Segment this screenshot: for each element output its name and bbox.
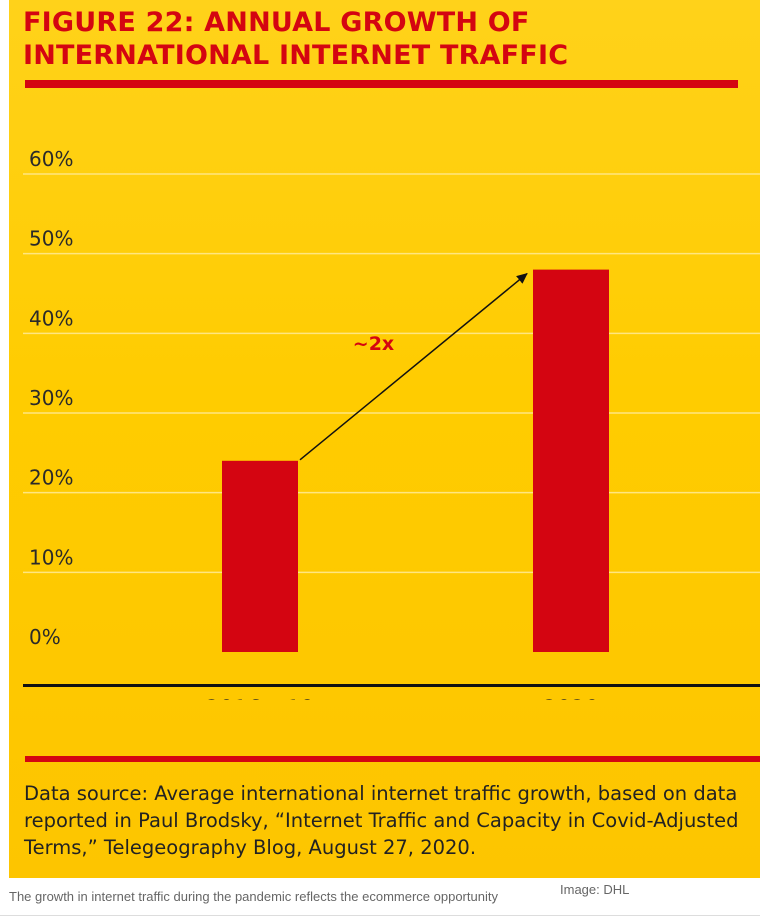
- growth-arrow: [299, 272, 528, 461]
- divider: [0, 915, 760, 916]
- y-tick-label: 20%: [29, 466, 73, 490]
- bar-chart: 0% 10% 20% 30% 40% 50% 60% 2016 – 19 2020 ~2x: [23, 147, 760, 700]
- x-category-label: 2020: [543, 697, 599, 700]
- y-tick-label: 10%: [29, 545, 73, 569]
- data-source-note: Data source: Average international inter…: [24, 782, 739, 859]
- y-tick-label: 0%: [29, 625, 61, 649]
- y-tick-label: 40%: [29, 306, 73, 330]
- image-credit: Image: DHL: [560, 882, 630, 897]
- y-tick-label: 30%: [29, 386, 73, 410]
- image-caption: The growth in internet traffic during th…: [9, 889, 498, 904]
- growth-annotation: ~2x: [353, 333, 394, 355]
- figure-title: FIGURE 22: ANNUAL GROWTH OF INTERNATIONA…: [23, 7, 569, 71]
- bar-2: [533, 269, 609, 652]
- figure-panel: FIGURE 22: ANNUAL GROWTH OF INTERNATIONA…: [9, 0, 760, 878]
- y-tick-label: 60%: [29, 147, 73, 171]
- title-rule: [25, 80, 738, 88]
- x-axis-line: [23, 684, 760, 687]
- y-tick-label: 50%: [29, 227, 73, 251]
- bar-1: [222, 460, 298, 652]
- source-rule: [25, 756, 760, 762]
- x-category-label: 2016 – 19: [206, 697, 315, 700]
